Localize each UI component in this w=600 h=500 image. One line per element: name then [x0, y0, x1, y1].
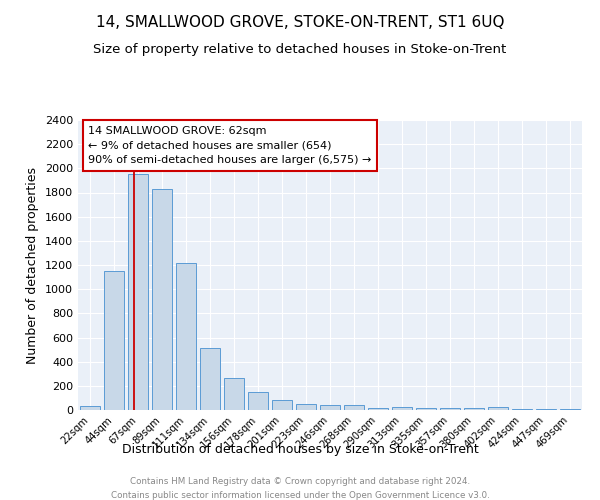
Text: Contains public sector information licensed under the Open Government Licence v3: Contains public sector information licen… [110, 491, 490, 500]
Bar [152, 189, 172, 410]
Bar [320, 404, 340, 410]
Bar [536, 409, 556, 410]
Bar [488, 408, 508, 410]
Bar [248, 392, 268, 410]
Bar [200, 348, 220, 410]
Y-axis label: Number of detached properties: Number of detached properties [26, 166, 40, 364]
Bar [512, 408, 532, 410]
Bar [440, 408, 460, 410]
Bar [560, 409, 580, 410]
Text: 14, SMALLWOOD GROVE, STOKE-ON-TRENT, ST1 6UQ: 14, SMALLWOOD GROVE, STOKE-ON-TRENT, ST1… [96, 15, 504, 30]
Bar [392, 408, 412, 410]
Text: Distribution of detached houses by size in Stoke-on-Trent: Distribution of detached houses by size … [122, 442, 478, 456]
Bar [224, 378, 244, 410]
Bar [272, 400, 292, 410]
Text: 14 SMALLWOOD GROVE: 62sqm
← 9% of detached houses are smaller (654)
90% of semi-: 14 SMALLWOOD GROVE: 62sqm ← 9% of detach… [88, 126, 371, 166]
Text: Contains HM Land Registry data © Crown copyright and database right 2024.: Contains HM Land Registry data © Crown c… [130, 478, 470, 486]
Bar [464, 408, 484, 410]
Bar [344, 406, 364, 410]
Bar [176, 262, 196, 410]
Text: Size of property relative to detached houses in Stoke-on-Trent: Size of property relative to detached ho… [94, 42, 506, 56]
Bar [128, 174, 148, 410]
Bar [80, 406, 100, 410]
Bar [368, 408, 388, 410]
Bar [296, 404, 316, 410]
Bar [104, 271, 124, 410]
Bar [416, 408, 436, 410]
